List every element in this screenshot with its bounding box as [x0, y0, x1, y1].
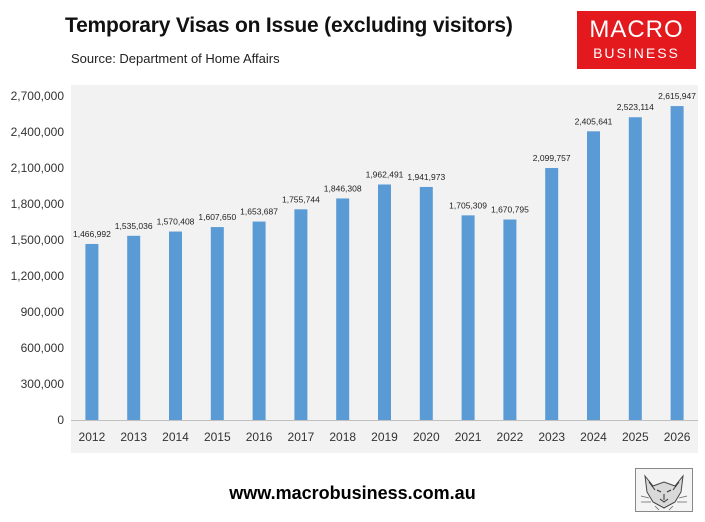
- x-tick-label: 2023: [538, 430, 565, 444]
- bar: [169, 231, 182, 420]
- bar: [419, 186, 433, 420]
- x-tick-label: 2014: [162, 430, 189, 444]
- bar: [670, 106, 684, 420]
- data-label: 1,466,992: [73, 229, 111, 239]
- macrobusiness-logo: MACRO BUSINESS: [577, 11, 696, 69]
- website-url[interactable]: www.macrobusiness.com.au: [229, 483, 476, 503]
- x-tick-label: 2026: [664, 430, 691, 444]
- x-tick-label: 2017: [288, 430, 315, 444]
- data-label: 1,962,491: [366, 170, 404, 180]
- data-label: 1,670,795: [491, 205, 529, 215]
- data-label: 2,099,757: [533, 153, 571, 163]
- data-label: 1,535,036: [115, 221, 153, 231]
- y-tick-label: 1,500,000: [11, 233, 65, 247]
- y-tick-label: 2,700,000: [11, 89, 65, 103]
- x-tick-label: 2013: [120, 430, 147, 444]
- bar: [628, 117, 642, 420]
- y-tick-label: 1,800,000: [11, 197, 65, 211]
- data-label: 2,523,114: [617, 102, 654, 112]
- x-tick-label: 2019: [371, 430, 398, 444]
- y-tick-label: 300,000: [21, 377, 65, 391]
- bar: [127, 235, 141, 420]
- data-label: 2,615,947: [658, 91, 696, 101]
- bar: [461, 215, 475, 420]
- bar: [378, 184, 391, 420]
- data-label: 1,846,308: [324, 183, 362, 193]
- data-label: 1,941,973: [407, 172, 445, 182]
- x-tick-label: 2021: [455, 430, 482, 444]
- wolf-sketch-icon: [635, 468, 693, 512]
- x-tick-label: 2016: [246, 430, 273, 444]
- y-tick-label: 900,000: [21, 305, 65, 319]
- bar: [587, 131, 600, 421]
- x-tick-label: 2020: [413, 430, 440, 444]
- data-label: 1,705,309: [449, 200, 487, 210]
- data-label: 2,405,641: [575, 116, 613, 126]
- bar: [85, 243, 99, 420]
- y-tick-label: 2,100,000: [11, 161, 65, 175]
- y-tick-label: 600,000: [21, 341, 65, 355]
- x-tick-label: 2018: [329, 430, 356, 444]
- data-label: 1,570,408: [157, 217, 195, 227]
- bar: [336, 198, 350, 420]
- bar: [545, 168, 559, 420]
- x-tick-label: 2022: [497, 430, 524, 444]
- bar: [210, 227, 224, 420]
- logo-line-2: BUSINESS: [593, 45, 680, 61]
- y-tick-label: 0: [57, 413, 64, 427]
- x-tick-label: 2015: [204, 430, 231, 444]
- chart-title: Temporary Visas on Issue (excluding visi…: [65, 14, 513, 37]
- x-tick-label: 2012: [79, 430, 106, 444]
- logo-line-1: MACRO: [589, 16, 684, 43]
- bar: [294, 209, 308, 420]
- bar: [503, 219, 517, 420]
- chart-source: Source: Department of Home Affairs: [71, 51, 280, 66]
- x-tick-label: 2024: [580, 430, 607, 444]
- y-tick-label: 2,400,000: [11, 125, 65, 139]
- bar: [252, 221, 266, 420]
- data-label: 1,653,687: [240, 207, 278, 217]
- data-label: 1,755,744: [282, 194, 320, 204]
- y-tick-label: 1,200,000: [11, 269, 65, 283]
- x-tick-label: 2025: [622, 430, 649, 444]
- data-label: 1,607,650: [198, 212, 236, 222]
